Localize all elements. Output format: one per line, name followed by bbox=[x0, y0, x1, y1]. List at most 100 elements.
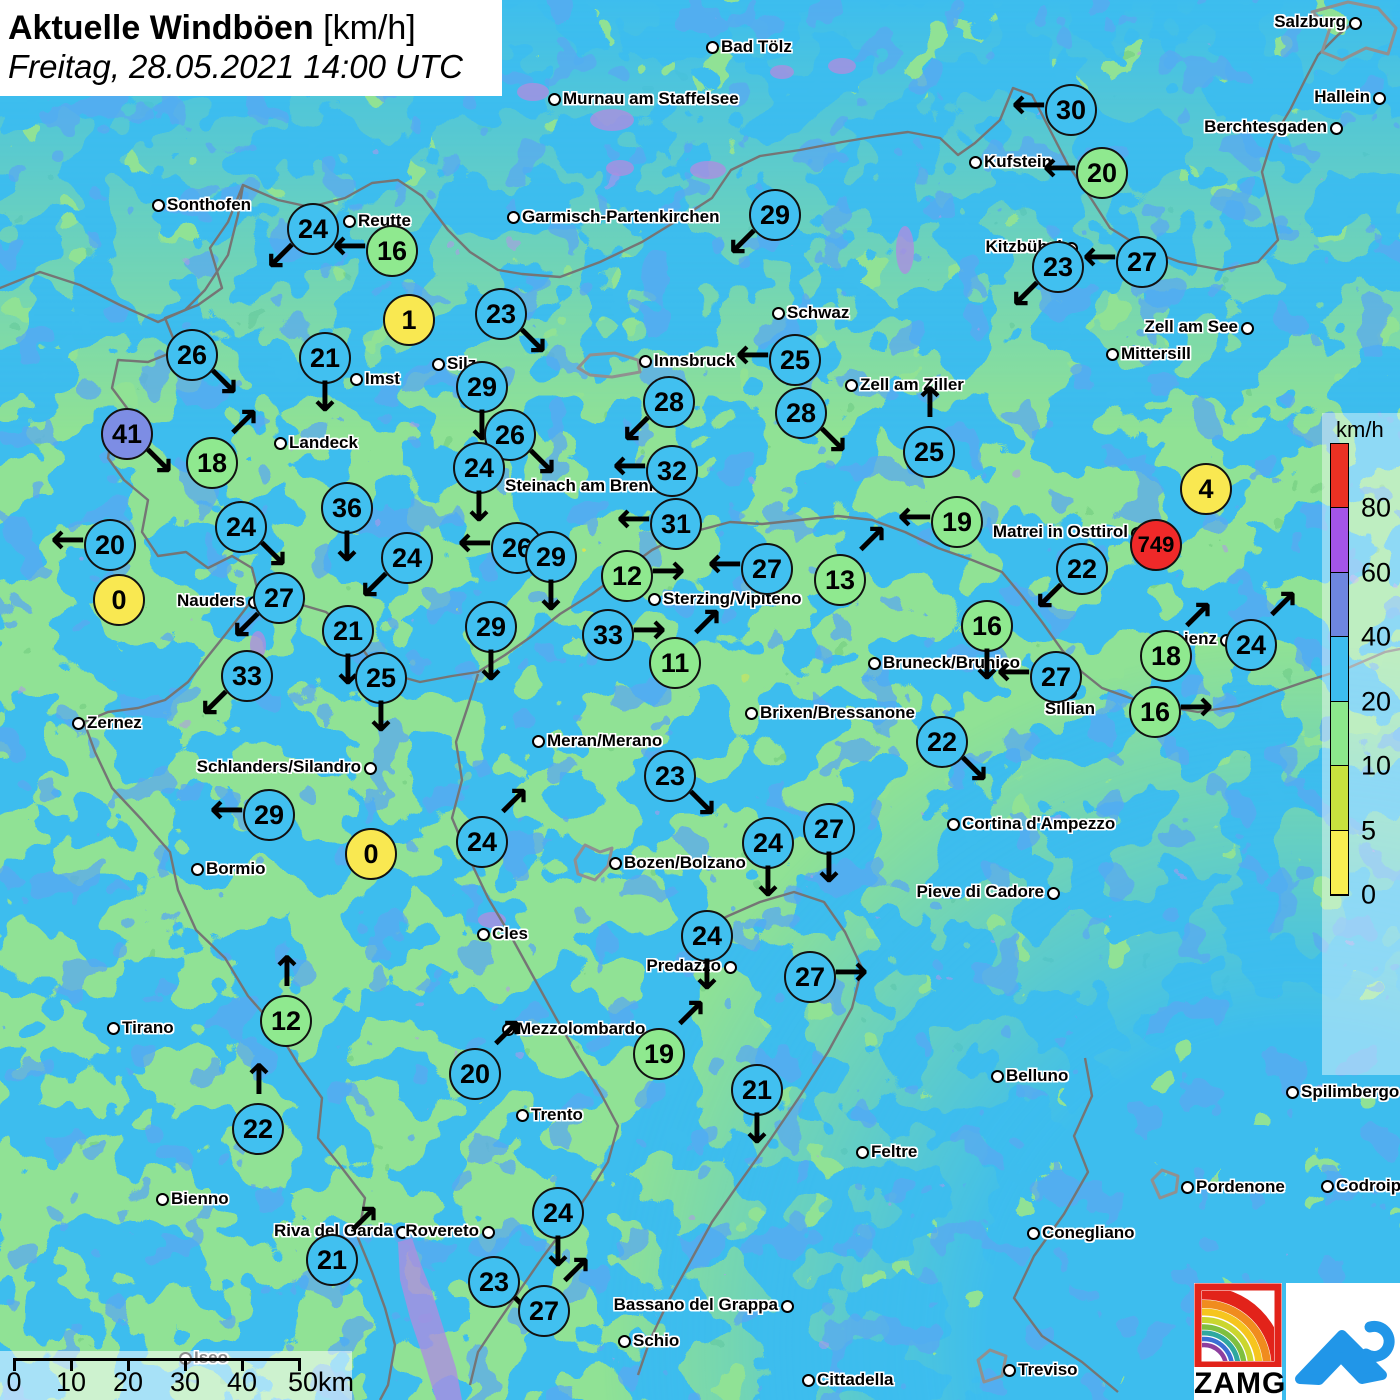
wind-gust-marker: 27 bbox=[1116, 236, 1168, 288]
legend-tick-label: 10 bbox=[1361, 750, 1392, 781]
wind-direction-arrow: ↓ bbox=[739, 1104, 775, 1153]
legend-color-bar: 80 60 40 20 10 5 0 bbox=[1330, 443, 1391, 910]
city-label: Steinach am Brenner bbox=[505, 476, 676, 495]
city-label: Schwaz bbox=[787, 303, 850, 322]
city-dot bbox=[363, 761, 377, 775]
legend-segment bbox=[1331, 572, 1348, 638]
wind-gust-marker: 29 bbox=[456, 361, 508, 413]
wind-gust-marker: 24 bbox=[453, 442, 505, 494]
city-dot bbox=[946, 817, 960, 831]
wind-gust-marker: 749 bbox=[1130, 519, 1182, 571]
city-label: Nauders bbox=[176, 591, 245, 610]
zamg-rainbow-icon bbox=[1194, 1283, 1282, 1369]
city-dot bbox=[501, 1022, 515, 1036]
wind-gust-marker: 24 bbox=[681, 910, 733, 962]
scale-tick bbox=[69, 1358, 73, 1371]
city-label: Bruneck/Brunico bbox=[883, 653, 1020, 672]
wind-direction-arrow: ↗ bbox=[488, 1009, 524, 1058]
city-dot bbox=[1105, 347, 1119, 361]
city-label: Schio bbox=[633, 1331, 680, 1350]
city-label: Innsbruck bbox=[654, 351, 736, 370]
city-dot bbox=[1348, 16, 1362, 30]
city-dot bbox=[395, 1225, 409, 1239]
wind-direction-arrow: ← bbox=[1042, 142, 1078, 191]
city-dot bbox=[744, 706, 758, 720]
city-label: Zell am See bbox=[1144, 317, 1238, 336]
wind-gust-marker: 23 bbox=[1032, 241, 1084, 293]
city-label: Treviso bbox=[1018, 1360, 1078, 1379]
city-label: Brixen/Bressanone bbox=[760, 703, 915, 722]
wind-direction-arrow: ← bbox=[897, 491, 933, 540]
legend-tick-label: 20 bbox=[1361, 686, 1392, 717]
lakes bbox=[250, 58, 914, 1400]
wind-gust-marker: 41 bbox=[101, 408, 153, 460]
city-label: Cittadella bbox=[817, 1370, 894, 1389]
city-label: Cles bbox=[492, 924, 528, 943]
city-dot bbox=[968, 155, 982, 169]
wind-gust-marker: 0 bbox=[345, 828, 397, 880]
wind-gust-marker: 16 bbox=[961, 600, 1013, 652]
city-dot bbox=[1002, 1363, 1016, 1377]
wind-direction-arrow: ← bbox=[707, 538, 743, 587]
wind-gust-marker: 19 bbox=[931, 496, 983, 548]
city-label: Sonthofen bbox=[167, 195, 252, 214]
city-label: Salzburg bbox=[1274, 12, 1346, 31]
wind-gust-marker: 36 bbox=[321, 482, 373, 534]
scale-tick bbox=[183, 1358, 187, 1371]
wind-gust-marker: 21 bbox=[306, 1234, 358, 1286]
city-label: Rovereto bbox=[405, 1221, 479, 1240]
wind-direction-arrow: ← bbox=[612, 440, 648, 489]
city-label: Mezzolombardo bbox=[517, 1019, 646, 1038]
page-title: Aktuelle Windböen [km/h] bbox=[8, 9, 416, 47]
wind-gust-marker: 0 bbox=[93, 574, 145, 626]
city-dot bbox=[801, 1373, 815, 1387]
wind-direction-arrow: ↗ bbox=[1179, 591, 1215, 640]
scale-tick bbox=[12, 1358, 16, 1371]
wind-direction-arrow: ← bbox=[457, 517, 493, 566]
wind-gust-marker: 28 bbox=[643, 376, 695, 428]
city-dot bbox=[990, 1069, 1004, 1083]
wind-direction-arrow: ↓ bbox=[473, 641, 509, 690]
city-label: Bad Tölz bbox=[721, 37, 792, 56]
city-dot bbox=[476, 927, 490, 941]
scale-tick bbox=[297, 1358, 301, 1371]
legend-segment bbox=[1331, 830, 1348, 895]
wind-gust-marker: 12 bbox=[260, 995, 312, 1047]
legend-segment bbox=[1331, 508, 1348, 573]
wind-direction-arrow: ↘ bbox=[140, 436, 176, 485]
city-dot bbox=[531, 734, 545, 748]
wind-direction-arrow: ↘ bbox=[514, 316, 550, 365]
scale-tick bbox=[240, 1358, 244, 1371]
wind-gust-marker: 18 bbox=[1140, 630, 1192, 682]
wind-direction-arrow: ↑ bbox=[269, 947, 305, 996]
wind-direction-arrow: ← bbox=[50, 514, 86, 563]
city-dot bbox=[155, 1192, 169, 1206]
city-label: Trento bbox=[531, 1105, 583, 1124]
wind-gust-marker: 4 bbox=[1180, 463, 1232, 515]
wind-direction-arrow: ← bbox=[996, 646, 1032, 695]
wind-direction-arrow: ↘ bbox=[814, 415, 850, 464]
legend-tick-label: 5 bbox=[1361, 815, 1377, 846]
city-dot bbox=[1180, 1180, 1194, 1194]
wind-direction-arrow: ↓ bbox=[540, 1227, 576, 1276]
city-label: Zell am Ziller bbox=[860, 375, 964, 394]
wind-direction-arrow: → bbox=[650, 545, 686, 594]
city-label: Zernez bbox=[87, 713, 142, 732]
wind-direction-arrow: ↗ bbox=[345, 1195, 381, 1244]
scale-tick-label: 20 bbox=[112, 1367, 144, 1397]
city-label: Hallein bbox=[1314, 87, 1370, 106]
wind-gust-marker: 29 bbox=[243, 789, 295, 841]
mountain-icon bbox=[1295, 1320, 1395, 1385]
partner-logo bbox=[1286, 1283, 1400, 1400]
wind-direction-arrow: ↙ bbox=[1032, 571, 1068, 620]
city-label: Mittersill bbox=[1121, 344, 1191, 363]
wind-gust-marker: 20 bbox=[84, 519, 136, 571]
wind-gust-marker: 31 bbox=[650, 498, 702, 550]
wind-gust-marker: 24 bbox=[456, 816, 508, 868]
city-dot bbox=[481, 1225, 495, 1239]
wind-direction-arrow: ← bbox=[735, 329, 771, 378]
city-dot bbox=[273, 436, 287, 450]
wind-gust-marker: 27 bbox=[518, 1285, 570, 1337]
wind-gust-marker: 30 bbox=[1045, 84, 1097, 136]
wind-direction-arrow: ↗ bbox=[225, 398, 261, 447]
